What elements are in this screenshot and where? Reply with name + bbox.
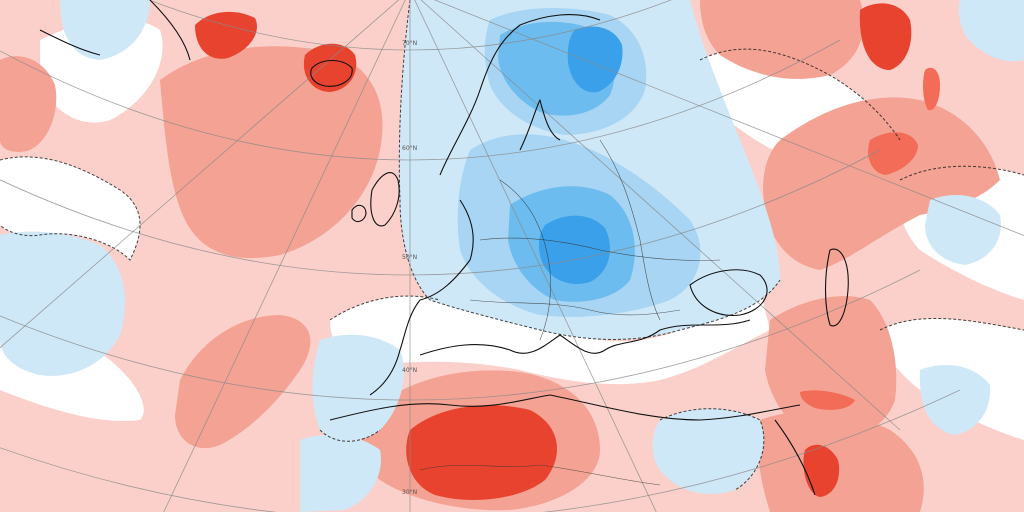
coastline-iceland [310, 59, 353, 87]
warm-zone-middle-east [765, 296, 897, 441]
meridian-line-2 [163, 0, 406, 512]
latitude-label-30: 30°N [402, 489, 417, 496]
zero-contour-east [699, 48, 1024, 181]
border-line-1 [479, 237, 721, 261]
coastline-mediterranean-north [419, 319, 751, 356]
hot-zone-ural [859, 3, 912, 70]
warm-zone-mid-atlantic [175, 315, 311, 449]
latitude-labels: 70°N 60°N 50°N 40°N 30°N [402, 40, 417, 496]
coastline-western-europe [369, 199, 474, 396]
border-line-4 [469, 299, 681, 316]
meridian-line-3 [0, 0, 400, 349]
cold-core-central-europe [538, 215, 610, 284]
coastlines [39, 0, 849, 496]
hot-zone-sahara [406, 405, 557, 500]
border-line-3 [599, 139, 661, 321]
coastline-british-isles [351, 172, 400, 227]
meridian-line-6 [433, 0, 1024, 237]
coastline-scandinavia [439, 14, 601, 176]
cold-core-finland [567, 26, 623, 93]
hot-zone-kazakhstan [868, 132, 918, 175]
hot-zone-greenland [195, 11, 257, 59]
neutral-zone-west-europe [330, 290, 770, 385]
hot-zone-east-strip [923, 67, 940, 111]
zero-contour-southeast [659, 318, 1024, 491]
cool-zone-arctic-east [958, 0, 1024, 62]
cool-zone-mediterranean-east [652, 408, 764, 494]
border-line-2 [499, 179, 551, 341]
cool-zone-caspian [925, 195, 1001, 265]
latitude-label-60: 60°N [402, 145, 417, 152]
meridian-line-5 [420, 0, 901, 431]
warm-zone-russia [763, 97, 1000, 270]
coastline-africa-north [329, 394, 801, 421]
latitude-label-70: 70°N [402, 40, 417, 47]
warm-zone-northeast [700, 0, 864, 79]
coastline-caspian [825, 248, 849, 327]
warm-zone-northwest [0, 56, 57, 152]
warm-zone-north-atlantic [160, 46, 383, 259]
cool-zone-atlantic-west [0, 231, 125, 376]
cool-zone-northwest-africa [300, 434, 381, 512]
coastline-red-sea [774, 419, 816, 496]
country-borders [419, 139, 721, 486]
coastline-black-sea [689, 269, 768, 316]
meridian-line-4 [414, 0, 657, 512]
cool-zone-iran [919, 365, 991, 435]
border-line-5 [419, 464, 661, 486]
warm-zone-arabia [758, 411, 924, 512]
zero-contour-atlantic [0, 156, 141, 261]
hot-zone-egypt [803, 444, 840, 497]
hot-zone-mideast-coast [800, 390, 855, 410]
latitude-label-50: 50°N [402, 254, 417, 261]
cool-zone-arctic-west [60, 0, 150, 60]
coastline-greenland [39, 0, 191, 61]
cool-zone-iberia [312, 334, 404, 442]
zero-contour-europe [398, 0, 781, 340]
hot-zone-iceland [303, 43, 357, 92]
latitude-label-40: 40°N [402, 367, 417, 374]
